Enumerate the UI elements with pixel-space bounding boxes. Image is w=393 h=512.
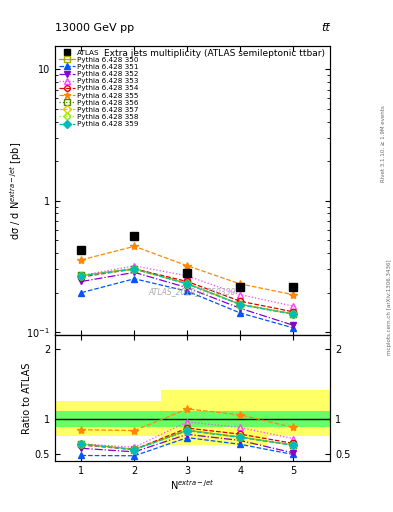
Legend: ATLAS, Pythia 6.428 350, Pythia 6.428 351, Pythia 6.428 352, Pythia 6.428 353, P: ATLAS, Pythia 6.428 350, Pythia 6.428 35… (57, 48, 140, 129)
Text: mcplots.cern.ch [arXiv:1306.3436]: mcplots.cern.ch [arXiv:1306.3436] (387, 260, 391, 355)
Text: Extra jets multiplicity (ATLAS semileptonic ttbar): Extra jets multiplicity (ATLAS semilepto… (104, 49, 325, 58)
Text: ATLAS_2019_I1750330: ATLAS_2019_I1750330 (149, 287, 236, 296)
Y-axis label: dσ / d N$^{extra-jet}$ [pb]: dσ / d N$^{extra-jet}$ [pb] (8, 141, 24, 240)
Y-axis label: Ratio to ATLAS: Ratio to ATLAS (22, 362, 32, 434)
Text: Rivet 3.1.10, ≥ 1.9M events: Rivet 3.1.10, ≥ 1.9M events (381, 105, 386, 182)
X-axis label: N$^{extra-jet}$: N$^{extra-jet}$ (170, 478, 215, 492)
Text: tt̅: tt̅ (321, 23, 330, 33)
Text: 13000 GeV pp: 13000 GeV pp (55, 23, 134, 33)
